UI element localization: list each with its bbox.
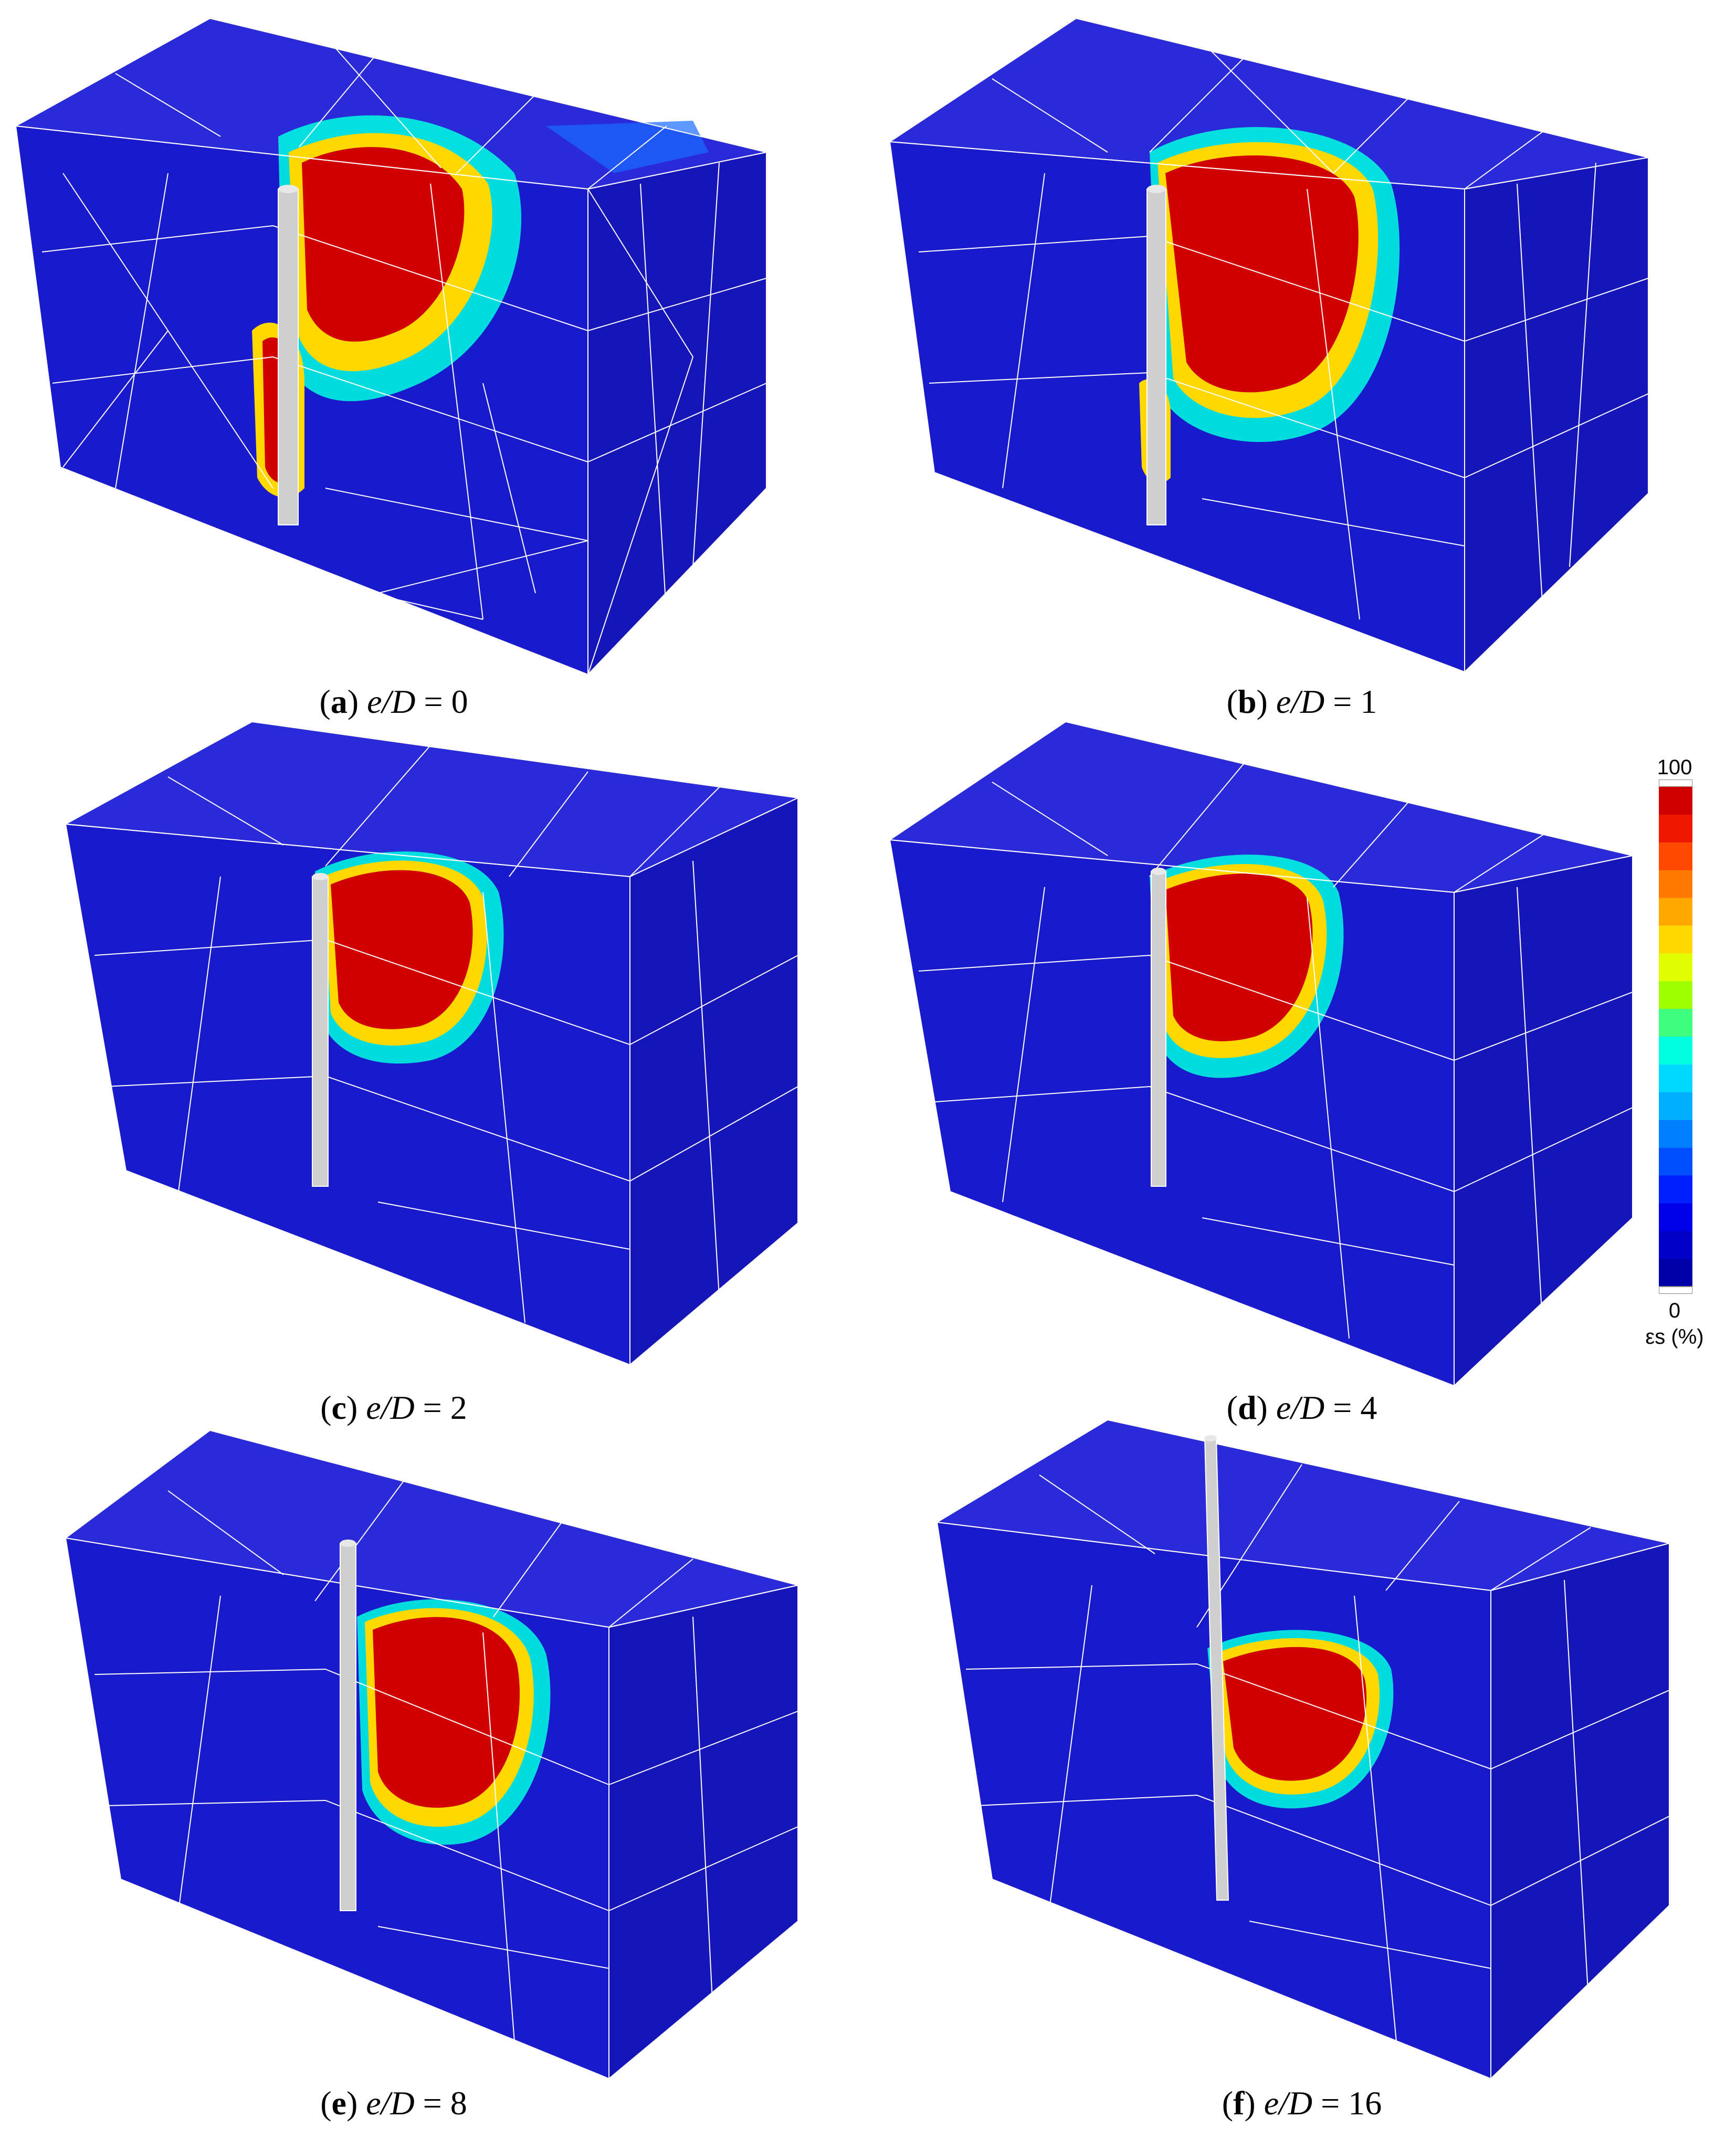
panel-b-figure (888, 17, 1649, 673)
panel-c-figure (64, 721, 800, 1366)
strain-contour (252, 115, 709, 498)
pile (312, 873, 329, 1187)
caption-ratio: e/D (1264, 2084, 1313, 2122)
legend-band (1659, 981, 1692, 1009)
legend-band (1659, 842, 1692, 871)
panel-d-figure (888, 721, 1633, 1387)
caption-letter: a (330, 683, 348, 720)
legend-band (1659, 814, 1692, 843)
caption-c: (c) e/D = 2 (320, 1389, 467, 1426)
caption-value: 4 (1360, 1389, 1377, 1426)
legend-band (1659, 925, 1692, 954)
caption-value: 2 (450, 1389, 467, 1426)
strain-contour (1139, 127, 1400, 483)
legend-band (1659, 870, 1692, 899)
caption-letter: f (1233, 2084, 1245, 2122)
caption-ratio: e/D (367, 683, 416, 720)
legend-band (1659, 1092, 1692, 1121)
caption-ratio: e/D (366, 2084, 415, 2122)
strain-contour (1207, 1630, 1394, 1809)
strain-contour (315, 851, 504, 1064)
panel-e-figure (64, 1429, 798, 2080)
caption-value: 8 (450, 2084, 467, 2122)
legend-band (1659, 1037, 1692, 1065)
panel-a-figure (14, 17, 767, 676)
strain-contour (357, 1599, 551, 1845)
caption-letter: e (331, 2084, 346, 2122)
legend-band (1659, 1120, 1692, 1148)
pile (340, 1540, 356, 1911)
panel-f-figure (935, 1419, 1670, 2080)
legend-cap-top (1659, 779, 1692, 787)
pile (278, 185, 299, 525)
legend-min-label: 0 (1668, 1299, 1681, 1322)
legend-band (1659, 1175, 1692, 1204)
caption-a: (a) e/D = 0 (319, 683, 468, 720)
legend-cap-bottom (1659, 1286, 1692, 1294)
legend-band (1659, 898, 1692, 926)
box-side-face (588, 152, 766, 675)
pile (1204, 1435, 1229, 1901)
color-legend-bar (1659, 779, 1692, 1294)
caption-ratio: e/D (366, 1389, 415, 1426)
caption-letter: c (331, 1389, 346, 1426)
legend-band (1659, 953, 1692, 982)
pile (1151, 868, 1166, 1187)
mesh-lines (14, 17, 767, 676)
caption-b: (b) e/D = 1 (1226, 683, 1377, 720)
caption-d: (d) e/D = 4 (1226, 1389, 1377, 1426)
caption-value: 1 (1360, 683, 1377, 720)
legend-band (1659, 787, 1692, 815)
caption-value: 16 (1348, 2084, 1382, 2122)
legend-band (1659, 1203, 1692, 1231)
legend-band (1659, 1259, 1692, 1287)
caption-letter: d (1237, 1389, 1257, 1426)
legend-unit-label: εs (%) (1645, 1325, 1704, 1348)
legend-band (1659, 1231, 1692, 1259)
legend-band (1659, 1147, 1692, 1176)
pile (1146, 185, 1166, 525)
caption-e: (e) e/D = 8 (320, 2084, 467, 2122)
caption-value: 0 (451, 683, 468, 720)
legend-band (1659, 1009, 1692, 1037)
legend-band (1659, 1064, 1692, 1093)
caption-f: (f) e/D = 16 (1222, 2084, 1382, 2122)
caption-ratio: e/D (1276, 1389, 1325, 1426)
legend-max-label: 100 (1657, 756, 1692, 779)
caption-letter: b (1237, 683, 1257, 720)
caption-ratio: e/D (1276, 683, 1325, 720)
